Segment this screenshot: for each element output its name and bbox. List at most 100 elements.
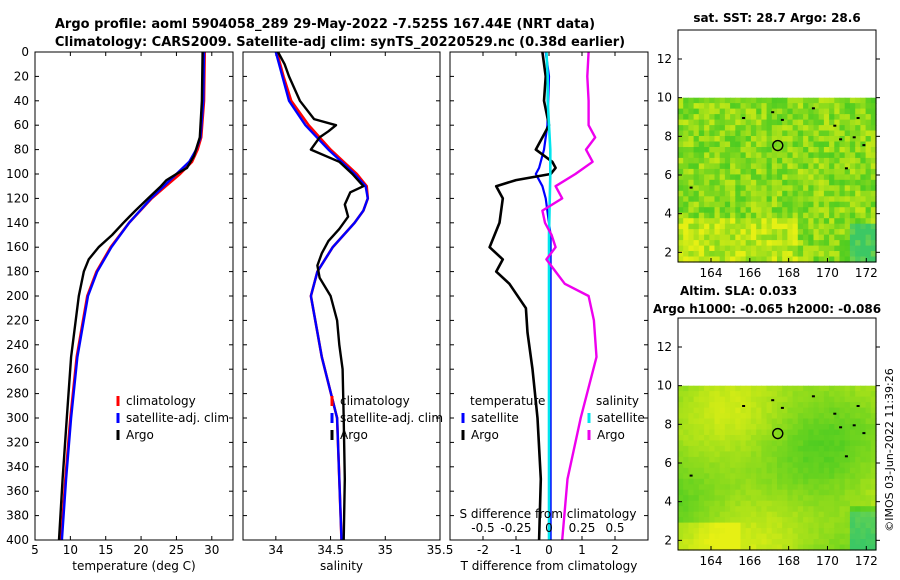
map-cell xyxy=(761,125,768,132)
map-cell xyxy=(745,147,752,154)
map-cell xyxy=(730,484,736,491)
legend-label: climatology xyxy=(126,394,196,408)
map-cell xyxy=(766,114,773,121)
map-cell xyxy=(849,240,856,247)
map-cell xyxy=(813,544,820,551)
map-cell xyxy=(740,174,747,181)
map-cell xyxy=(792,473,799,480)
map-cell xyxy=(818,462,825,469)
map-cell xyxy=(730,445,736,452)
map-cell xyxy=(766,108,773,115)
map-cell xyxy=(782,451,788,458)
map-cell xyxy=(782,456,788,463)
map-cell xyxy=(797,212,804,219)
map-cell xyxy=(704,103,710,110)
map-cell xyxy=(719,522,726,529)
x-tick-label: -1 xyxy=(510,543,522,557)
map-cell xyxy=(719,108,726,115)
map-cell xyxy=(688,456,695,463)
map-cell xyxy=(860,500,867,507)
map-cell xyxy=(808,147,815,154)
map-cell xyxy=(756,190,762,197)
map-cell xyxy=(797,429,804,436)
map-cell xyxy=(870,97,877,104)
map-cell xyxy=(782,251,788,258)
map-cell xyxy=(771,489,778,496)
x-tick-label: 2 xyxy=(611,543,619,557)
map-cell xyxy=(792,240,799,247)
map-cell xyxy=(797,147,804,154)
map-cell xyxy=(865,157,872,164)
argo-position-marker xyxy=(772,427,784,440)
map-cell xyxy=(735,218,742,225)
map-cell xyxy=(750,528,757,535)
x-tick-label: -2 xyxy=(477,543,489,557)
map-cell xyxy=(849,429,856,436)
map-cell xyxy=(714,385,721,392)
map-cell xyxy=(745,456,752,463)
map-cell xyxy=(803,201,809,208)
map-cell xyxy=(782,185,788,192)
map-cell xyxy=(823,522,830,529)
map-cell xyxy=(735,97,742,104)
map-cell xyxy=(870,141,877,148)
map-cell xyxy=(724,451,731,458)
series-line-0 xyxy=(59,51,206,541)
map-cell xyxy=(829,429,835,436)
map-cell xyxy=(839,489,846,496)
map-cell xyxy=(704,462,710,469)
map-cell xyxy=(844,103,851,110)
map-cell xyxy=(834,190,841,197)
map-cell xyxy=(823,402,830,409)
map-cell xyxy=(860,168,867,175)
map-cell xyxy=(735,251,742,258)
map-cell xyxy=(865,136,872,143)
map-cell xyxy=(735,500,742,507)
map-cell xyxy=(714,218,721,225)
map-cell xyxy=(724,147,731,154)
map-cell xyxy=(813,229,820,236)
map-cell xyxy=(714,467,721,474)
map-cell xyxy=(730,500,736,507)
map-cell xyxy=(818,168,825,175)
map-cell xyxy=(756,196,762,203)
map-cell xyxy=(818,517,825,524)
map-cell xyxy=(688,396,695,403)
map-cell xyxy=(834,539,841,546)
map-cell xyxy=(787,473,794,480)
map-cell xyxy=(771,539,778,546)
map-cell xyxy=(865,478,872,485)
map-cell xyxy=(735,125,742,132)
map-cell xyxy=(782,163,788,170)
map-cell xyxy=(735,429,742,436)
map-cell xyxy=(792,539,799,546)
map-cell xyxy=(834,147,841,154)
x-tick-label: 35 xyxy=(378,543,393,557)
map-cell xyxy=(844,391,851,398)
map-cell xyxy=(808,418,815,425)
map-cell xyxy=(693,511,700,518)
map-cell xyxy=(719,223,726,230)
map-cell xyxy=(761,207,768,214)
map-cell xyxy=(797,522,804,529)
map-cell xyxy=(803,522,809,529)
map-cell xyxy=(698,478,705,485)
map-cell xyxy=(698,141,705,148)
map-cell xyxy=(803,108,809,115)
map-cell xyxy=(777,456,783,463)
map-cell xyxy=(834,500,841,507)
map-cell xyxy=(777,136,783,143)
y-tick-label: 340 xyxy=(6,460,29,474)
map-cell xyxy=(756,500,762,507)
map-cell xyxy=(860,223,867,230)
map-cell xyxy=(678,495,684,502)
map-cell xyxy=(698,179,705,186)
map-cell xyxy=(787,114,794,121)
map-cell xyxy=(813,240,820,247)
map-cell xyxy=(740,245,747,252)
map-cell xyxy=(756,402,762,409)
map-cell xyxy=(829,152,835,159)
map-cell xyxy=(803,484,809,491)
map-cell xyxy=(803,407,809,414)
map-cell xyxy=(740,506,747,513)
